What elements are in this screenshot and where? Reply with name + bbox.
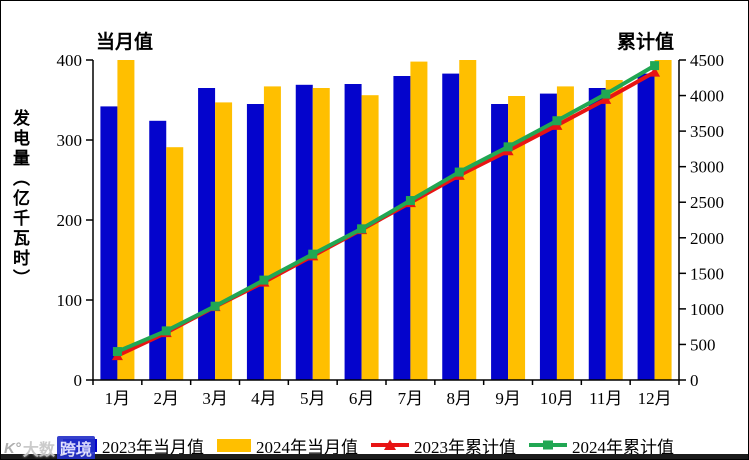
right-tick-label: 1500	[690, 264, 724, 283]
marker-square-3月	[210, 301, 220, 311]
legend-label: 2023年累计值	[414, 437, 516, 457]
right-tick-label: 1000	[690, 300, 724, 319]
x-axis-label: 4月	[251, 389, 277, 408]
legend-line-square-icon	[529, 438, 567, 452]
x-axis-label: 2月	[154, 389, 180, 408]
x-axis-label: 10月	[540, 389, 574, 408]
right-tick-label: 2500	[690, 193, 724, 212]
legend-line-triangle-icon	[371, 438, 409, 452]
bar-2024年当月值-10月	[556, 86, 574, 381]
bar-2024年当月值-7月	[410, 61, 428, 380]
left-tick-label: 400	[57, 51, 83, 70]
x-axis-label: 1月	[105, 389, 131, 408]
legend-item-2024年当月值: 2024年当月值	[217, 433, 358, 458]
legend-item-2024年累计值: 2024年累计值	[529, 433, 674, 458]
right-tick-label: 2000	[690, 229, 724, 248]
y-axis-label: 发电量（亿千瓦时）	[10, 109, 29, 289]
bar-2023年当月值-10月	[539, 93, 557, 380]
bar-2024年当月值-1月	[117, 60, 135, 380]
x-axis-label: 5月	[300, 389, 326, 408]
legend: 2023年当月值 2024年当月值 2023年累计值 2024年累计值	[63, 433, 723, 458]
bar-2023年当月值-12月	[637, 73, 655, 380]
marker-square-9月	[503, 142, 513, 152]
bar-2023年当月值-7月	[393, 76, 411, 380]
right-tick-label: 4000	[690, 87, 724, 106]
right-tick-label: 4500	[690, 51, 724, 70]
marker-square-12月	[650, 61, 660, 71]
right-axis-title: 累计值	[617, 32, 675, 53]
legend-label: 2023年当月值	[102, 437, 204, 457]
left-tick-label: 200	[57, 211, 83, 230]
x-axis-label: 11月	[589, 389, 622, 408]
chart-plot: 0100200300400050010001500200025003000350…	[57, 51, 725, 408]
bar-2024年当月值-3月	[215, 102, 233, 381]
bar-2024年当月值-4月	[263, 86, 281, 381]
bottom-strip	[1, 454, 748, 459]
x-axis-label: 9月	[495, 389, 521, 408]
marker-square-5月	[308, 249, 318, 259]
left-tick-label: 300	[57, 131, 83, 150]
legend-bar-swatch	[217, 438, 251, 452]
marker-square-2月	[161, 326, 171, 336]
bar-2023年当月值-2月	[149, 120, 167, 381]
right-tick-label: 3000	[690, 158, 724, 177]
bar-2023年当月值-3月	[198, 88, 216, 380]
bar-2024年当月值-9月	[508, 96, 526, 380]
bar-2023年当月值-4月	[246, 104, 264, 380]
marker-triangle-12月	[649, 66, 661, 77]
x-axis-label: 3月	[202, 389, 228, 408]
bar-2023年当月值-9月	[491, 104, 509, 380]
marker-square-8月	[454, 167, 464, 177]
x-axis-label: 7月	[398, 389, 424, 408]
bar-2024年当月值-6月	[361, 95, 379, 380]
bar-2023年当月值-11月	[588, 88, 606, 380]
bar-2023年当月值-8月	[442, 73, 460, 380]
marker-square-6月	[357, 224, 367, 234]
legend-label: 2024年当月值	[256, 437, 358, 457]
legend-item-2023年累计值: 2023年累计值	[371, 433, 516, 458]
right-tick-label: 3500	[690, 122, 724, 141]
x-axis-label: 8月	[447, 389, 473, 408]
marker-square-11月	[601, 89, 611, 99]
marker-square-1月	[112, 347, 122, 357]
x-axis-label: 12月	[638, 389, 672, 408]
right-tick-label: 0	[690, 371, 699, 390]
marker-square-7月	[405, 196, 415, 206]
cumulative-line-2024年累计值	[116, 63, 656, 354]
bar-2023年当月值-1月	[100, 106, 118, 381]
x-axis-label: 6月	[349, 389, 375, 408]
bar-2024年当月值-2月	[166, 147, 184, 380]
legend-label: 2024年累计值	[572, 437, 674, 457]
left-axis-title: 当月值	[96, 32, 154, 53]
marker-triangle-11月	[600, 93, 612, 104]
left-tick-label: 0	[74, 371, 83, 390]
left-tick-label: 100	[57, 291, 83, 310]
right-tick-label: 500	[690, 335, 716, 354]
legend-bar-swatch	[63, 438, 97, 452]
bar-2024年当月值-12月	[654, 60, 672, 380]
marker-square-10月	[552, 116, 562, 126]
bar-2023年当月值-5月	[295, 84, 313, 381]
bar-2024年当月值-5月	[312, 88, 330, 380]
marker-square-4月	[259, 275, 269, 285]
bar-2024年当月值-11月	[605, 80, 623, 380]
bar-2024年当月值-8月	[459, 60, 477, 380]
